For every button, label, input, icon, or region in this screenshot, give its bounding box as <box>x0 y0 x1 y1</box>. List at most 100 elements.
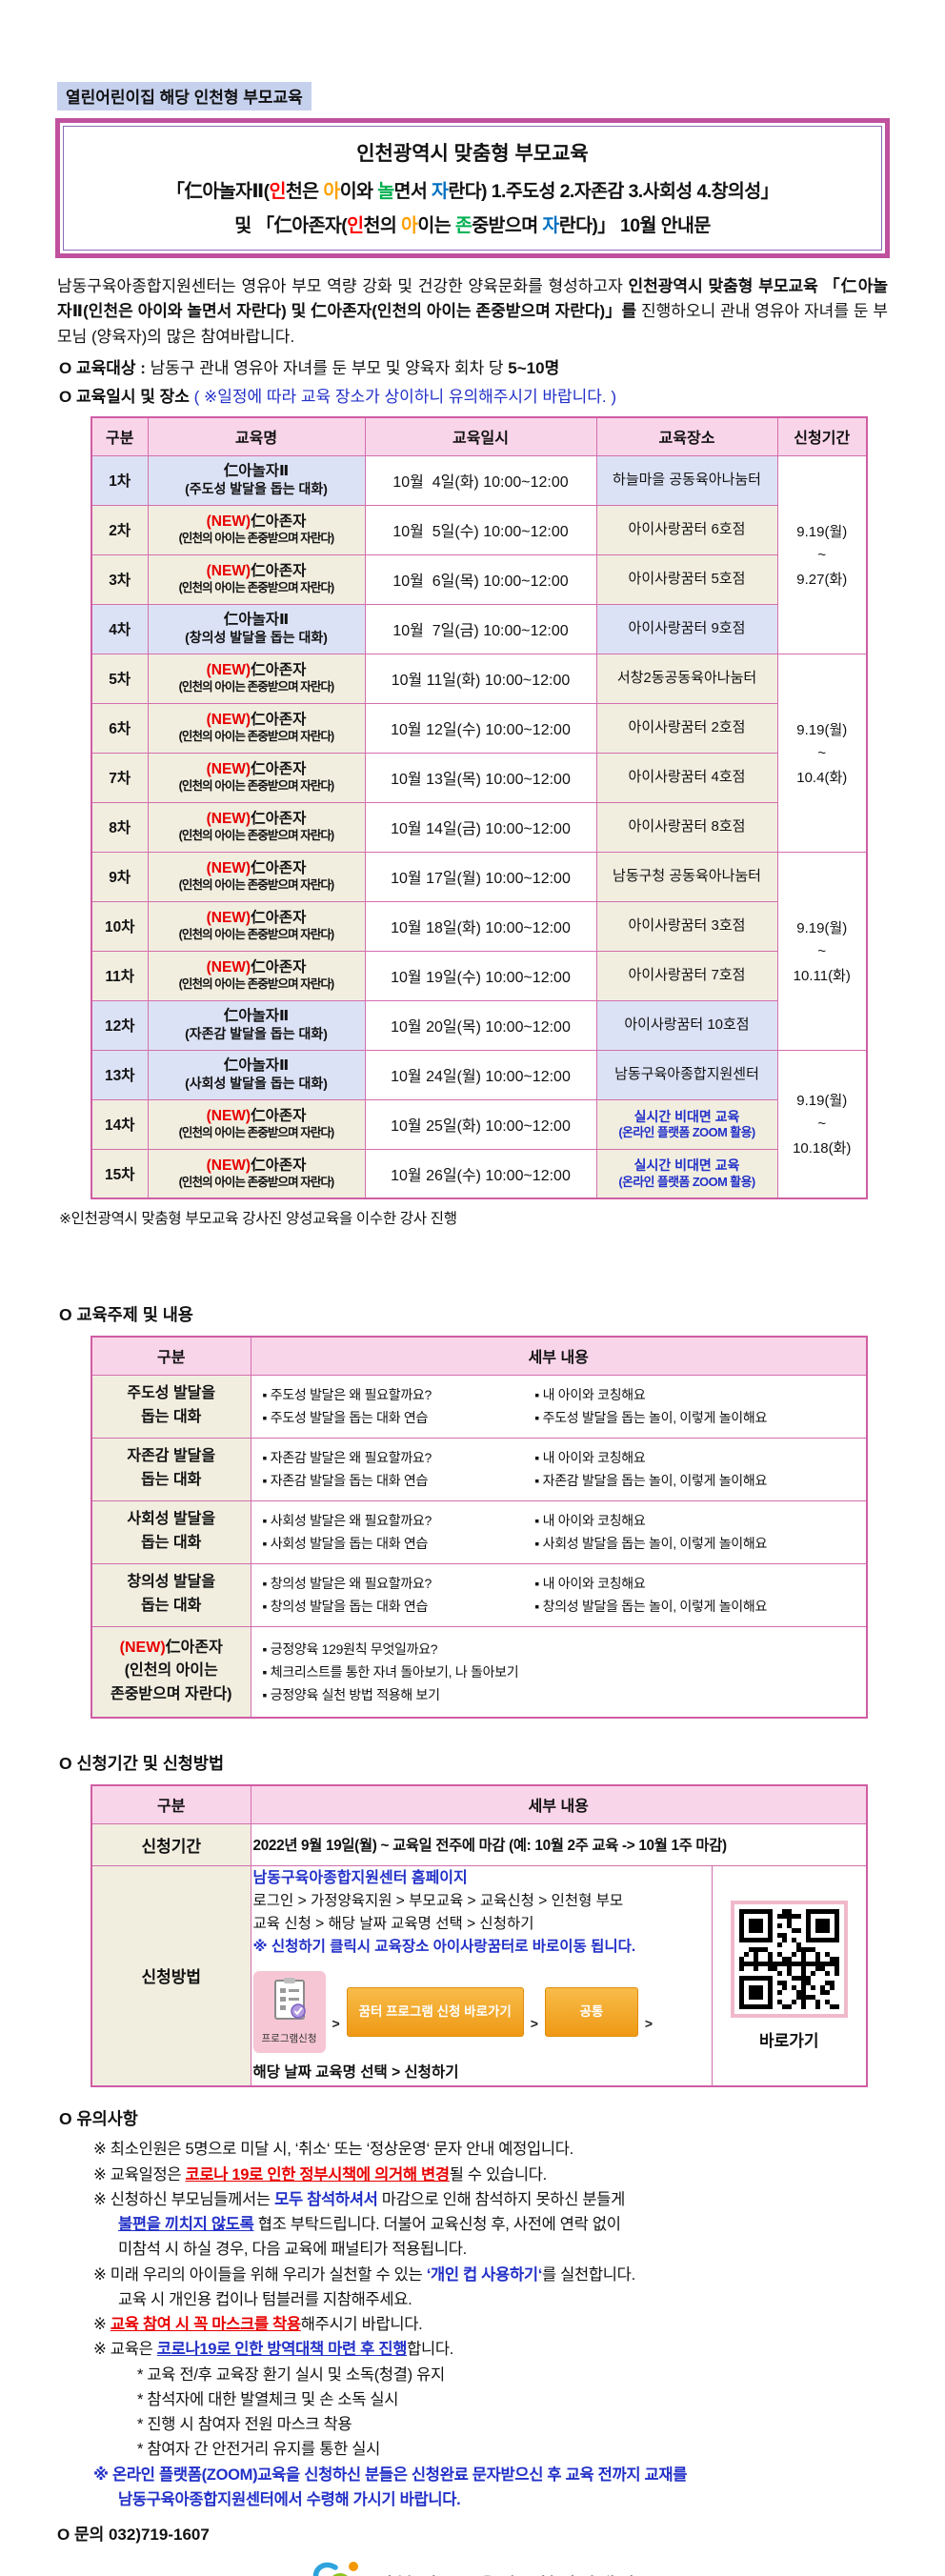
place-line: 남동구육아종합지원센터 <box>614 1066 759 1083</box>
course-name: (NEW)仁아존자 <box>151 810 363 829</box>
datetime-cell: 10월 24일(월) 10:00~12:00 <box>364 1049 597 1100</box>
new-tag: (NEW) <box>206 860 251 877</box>
topic-title-line: 돕는 대화 <box>94 1469 249 1493</box>
homepage-link[interactable]: 남동구육아종합지원센터 홈페이지 <box>252 1869 468 1886</box>
qr-code[interactable] <box>730 1900 848 2018</box>
schedule-row: 10차 (NEW)仁아존자 (인천의 아이는 존중받으며 자란다) 10월 18일(화… <box>90 900 867 952</box>
place-line: 아이사랑꿈터 10호점 <box>624 1016 750 1034</box>
datetime-cell: 10월 20일(목) 10:00~12:00 <box>364 999 597 1051</box>
text-segment: 인 <box>347 215 364 236</box>
text-segment: 돕는 대화 <box>141 1472 202 1489</box>
note-line: * 참석자에 대한 발열체크 및 손 소독 실시 <box>137 2388 945 2411</box>
place-cell: 아이사랑꿈터 5호점 <box>595 553 778 605</box>
course-title: 仁아놀자Ⅱ <box>223 1057 290 1075</box>
topic-bullets: ▪ 사회성 발달은 왜 필요할까요? ▪ 사회성 발달을 돕는 대화 연습 ▪ 내 … <box>253 1503 865 1560</box>
place-line: 아이사랑꿈터 2호점 <box>628 719 746 736</box>
common-button[interactable]: 공통 <box>544 1987 638 2038</box>
round-cell: 6차 <box>90 702 149 754</box>
schedule-row: 7차 (NEW)仁아존자 (인천의 아이는 존중받으며 자란다) 10월 13일(목)… <box>90 752 867 803</box>
note-line: * 참여자 간 안전거리 유지를 통한 실시 <box>137 2438 945 2461</box>
round-cell: 5차 <box>90 653 149 704</box>
topic-title-line: 사회성 발달을 <box>94 1508 249 1532</box>
place-cell: 아이사랑꿈터 2호점 <box>595 702 778 754</box>
course-subtitle: (인천의 아이는 존중받으며 자란다) <box>178 928 335 942</box>
datetime-cell: 10월 18일(화) 10:00~12:00 <box>364 900 597 952</box>
topics-header-row: 구분 세부 내용 <box>90 1336 868 1376</box>
text-segment: 이와 <box>339 181 378 202</box>
bullet-column-left: ▪ 사회성 발달은 왜 필요할까요? ▪ 사회성 발달을 돕는 대화 연습 <box>263 1507 535 1557</box>
new-tag: (NEW) <box>206 662 251 679</box>
bullet-item: ▪ 내 아이와 코칭해요 <box>534 1387 646 1403</box>
text-segment: * 참여자 간 안전거리 유지를 통한 실시 <box>137 2441 381 2459</box>
topics-table: 구분 세부 내용 주도성 발달을 돕는 대화 ▪ 주도성 발달은 왜 필요할까요? ▪… <box>90 1336 868 1720</box>
bullet-item: ▪ 긍정양육 129원칙 무엇일까요? <box>262 1640 438 1657</box>
note-line: ※ 교육은 코로나19로 인한 방역대책 마련 후 진행합니다. <box>93 2338 945 2361</box>
text-segment: 놀 <box>377 181 394 202</box>
text-segment: 창의성 발달을 <box>127 1574 216 1591</box>
course-title: 仁아존자 <box>251 959 307 976</box>
course-title: 仁아존자 <box>251 563 307 580</box>
place-line: 남동구청 공동육아나눔터 <box>613 868 761 885</box>
text-segment: 온라인 플랫폼(ZOOM)교육을 신청하신 분들은 신청완료 문자받으신 후 교… <box>112 2465 688 2484</box>
place-cell: 아이사랑꿈터 9호점 <box>595 603 778 654</box>
topic-detail-cell: ▪ 주도성 발달은 왜 필요할까요? ▪ 주도성 발달을 돕는 대화 연습 ▪ 내 … <box>250 1374 868 1439</box>
bullet-column-right: ▪ 내 아이와 코칭해요 ▪ 사회성 발달을 돕는 놀이, 이렇게 놀이해요 <box>534 1507 855 1557</box>
course-cell: (NEW)仁아존자 (인천의 아이는 존중받으며 자란다) <box>147 950 366 1001</box>
course-cell: (NEW)仁아존자 (인천의 아이는 존중받으며 자란다) <box>147 702 366 754</box>
col-header-category: 구분 <box>90 1784 251 1824</box>
period-line: ~ <box>817 546 827 563</box>
round-cell: 8차 <box>90 801 149 853</box>
course-subtitle: (인천의 아이는 존중받으며 자란다) <box>178 1176 335 1190</box>
course-name: (NEW)仁아존자 <box>151 1157 363 1176</box>
dream-center-apply-button[interactable]: 꿈터 프로그램 신청 바로가기 <box>346 1987 524 2038</box>
course-subtitle: (인천의 아이는 존중받으며 자란다) <box>178 829 335 843</box>
text-segment: 코로나 19로 인한 정부시책에 의거해 변경 <box>185 2165 451 2184</box>
schedule-footnote: ※인천광역시 맞춤형 부모교육 강사진 양성교육을 이수한 강사 진행 <box>59 1211 457 1228</box>
text-segment: 를 실천합니다. <box>542 2265 635 2284</box>
title-line3: 및 「仁아존자(인천의 아이는 존중받으며 자란다)」 10월 안내문 <box>70 210 875 237</box>
course-cell: (NEW)仁아존자 (인천의 아이는 존중받으며 자란다) <box>147 1148 366 1199</box>
course-cell: (NEW)仁아존자 (인천의 아이는 존중받으며 자란다) <box>147 752 366 803</box>
round-cell: 12차 <box>90 999 149 1051</box>
topic-row: 주도성 발달을 돕는 대화 ▪ 주도성 발달은 왜 필요할까요? ▪ 주도성 발달을 … <box>90 1374 868 1439</box>
bullet-column-left: ▪ 자존감 발달은 왜 필요할까요? ▪ 자존감 발달을 돕는 대화 연습 <box>263 1444 535 1494</box>
datetime-cell: 10월 25일(화) 10:00~12:00 <box>364 1098 597 1150</box>
course-subtitle: (주도성 발달을 돕는 대화) <box>185 481 328 497</box>
text-segment: ※ 교육은 <box>93 2341 157 2359</box>
note-line: ※ 최소인원은 5명으로 미달 시, ‘취소‘ 또는 ‘정상운영‘ 문자 안내 … <box>93 2138 945 2161</box>
text-segment: 5~10명 <box>508 359 560 378</box>
text-segment: 주도성 발달을 <box>127 1385 216 1402</box>
new-tag: (NEW) <box>206 712 251 729</box>
col-header-detail: 세부 내용 <box>250 1336 868 1376</box>
course-title: 仁아존자 <box>251 662 307 679</box>
method-label: 신청방법 <box>90 1864 251 2087</box>
period-line: 9.27(화) <box>796 571 848 588</box>
place-line: 실시간 비대면 교육 <box>633 1157 740 1174</box>
topic-title-line: 창의성 발달을 <box>94 1571 249 1595</box>
course-name: (NEW)仁아존자 <box>151 859 363 878</box>
footer-org-name: 인천 남동구육아종합지원센터 <box>373 2567 635 2576</box>
datetime-cell: 10월 12일(수) 10:00~12:00 <box>364 702 597 754</box>
text-segment: 인 <box>269 181 287 202</box>
text-segment: O 교육일시 및 장소 <box>59 388 194 407</box>
application-heading: O 신청기간 및 신청방법 <box>59 1754 225 1774</box>
text-segment: 교육 참여 시 꼭 마스크를 착용 <box>110 2316 301 2334</box>
period-line: 10.4(화) <box>796 769 848 786</box>
place-cell: 서창2동공동육아나눔터 <box>595 653 778 704</box>
course-name: 仁아놀자Ⅱ <box>151 1007 363 1026</box>
text-segment: 돕는 대화 <box>141 1535 202 1552</box>
title-box: 인천광역시 맞춤형 부모교육 「仁아놀자Ⅱ(인천은 아이와 놀면서 자란다) 1… <box>55 118 890 258</box>
topic-row: 자존감 발달을 돕는 대화 ▪ 자존감 발달은 왜 필요할까요? ▪ 자존감 발달을 … <box>90 1437 868 1501</box>
title-line1: 인천광역시 맞춤형 부모교육 <box>356 143 589 165</box>
course-name: 仁아놀자Ⅱ <box>151 462 363 481</box>
course-cell: (NEW)仁아존자 (인천의 아이는 존중받으며 자란다) <box>147 900 366 952</box>
topic-bullets: ▪ 긍정양육 129원칙 무엇일까요? ▪ 체크리스트를 통한 자녀 돌아보기, … <box>253 1632 865 1712</box>
new-tag: (NEW) <box>206 811 251 828</box>
method-detail: 남동구육아종합지원센터 홈페이지 로그인 > 가정양육지원 > 부모교육 > 교… <box>250 1864 713 2087</box>
bullet-item: ▪ 자존감 발달은 왜 필요할까요? <box>262 1450 432 1466</box>
new-tag: (NEW) <box>206 1157 251 1174</box>
note-line: ※ 교육 참여 시 꼭 마스크를 착용해주시기 바랍니다. <box>93 2313 945 2336</box>
topics-heading: O 교육주제 및 내용 <box>59 1305 193 1325</box>
text-segment: 중받으며 <box>472 215 543 236</box>
